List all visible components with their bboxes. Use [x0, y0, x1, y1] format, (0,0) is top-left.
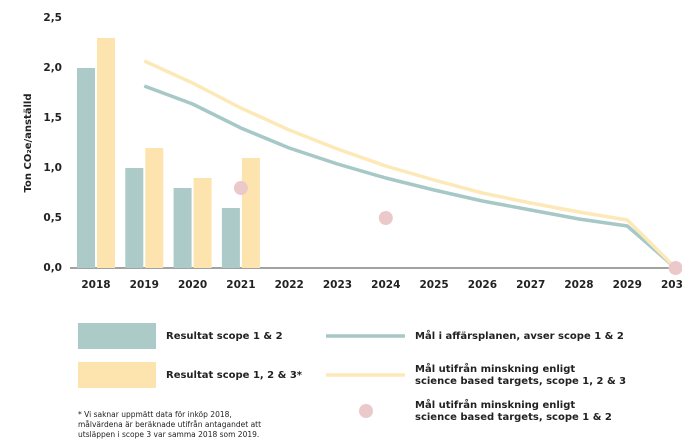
bar	[221, 208, 240, 268]
bar	[193, 178, 212, 268]
footnote: målvärdena är beräknade utifrån antagand…	[78, 420, 261, 429]
x-tick-label: 2021	[226, 279, 255, 291]
y-tick-label: 2,5	[43, 12, 62, 24]
x-tick-label: 2024	[371, 279, 400, 291]
y-tick-label: 1,0	[43, 162, 62, 174]
y-tick-label: 2,0	[43, 62, 62, 74]
legend-dot	[359, 404, 373, 418]
y-tick-label: 0,0	[43, 262, 62, 274]
x-tick-label: 2026	[468, 279, 497, 291]
legend-label: Resultat scope 1, 2 & 3*	[166, 370, 303, 381]
footnote: * Vi saknar uppmätt data för inköp 2018,	[78, 410, 232, 419]
legend-label: Resultat scope 1 & 2	[166, 331, 283, 342]
x-tick-label: 2025	[419, 279, 448, 291]
legend-label: Mål i affärsplanen, avser scope 1 & 2	[415, 329, 624, 342]
bar	[77, 68, 95, 268]
line	[143, 59, 677, 270]
bar	[125, 168, 144, 268]
footnote: utsläppen i scope 3 var samma 2018 som 2…	[78, 430, 259, 439]
bar	[173, 188, 192, 268]
dot	[668, 261, 682, 275]
dot	[378, 211, 393, 225]
bar	[145, 148, 164, 268]
legend-label: Mål utifrån minskning enligt science base…	[415, 362, 626, 387]
y-axis-label: Ton CO₂e/anställd	[23, 94, 34, 193]
bar	[97, 38, 115, 268]
bar	[241, 158, 260, 268]
x-tick-label: 2028	[564, 279, 593, 291]
y-tick-label: 1,5	[43, 112, 62, 124]
x-tick-label: 2019	[130, 279, 159, 291]
x-tick-label: 2029	[613, 279, 642, 291]
dot	[233, 181, 248, 195]
legend-swatch	[78, 362, 156, 388]
x-tick-label: 2018	[81, 279, 110, 291]
x-tick-label: 2027	[516, 279, 545, 291]
line	[143, 84, 677, 270]
y-tick-label: 0,5	[43, 212, 62, 224]
x-tick-label: 2030	[661, 279, 682, 291]
legend-label: Mål utifrån minskning enligt science base…	[415, 398, 612, 423]
legend-swatch	[78, 323, 156, 349]
x-tick-label: 2023	[323, 279, 352, 291]
x-tick-label: 2022	[275, 279, 304, 291]
x-tick-label: 2020	[178, 279, 207, 291]
